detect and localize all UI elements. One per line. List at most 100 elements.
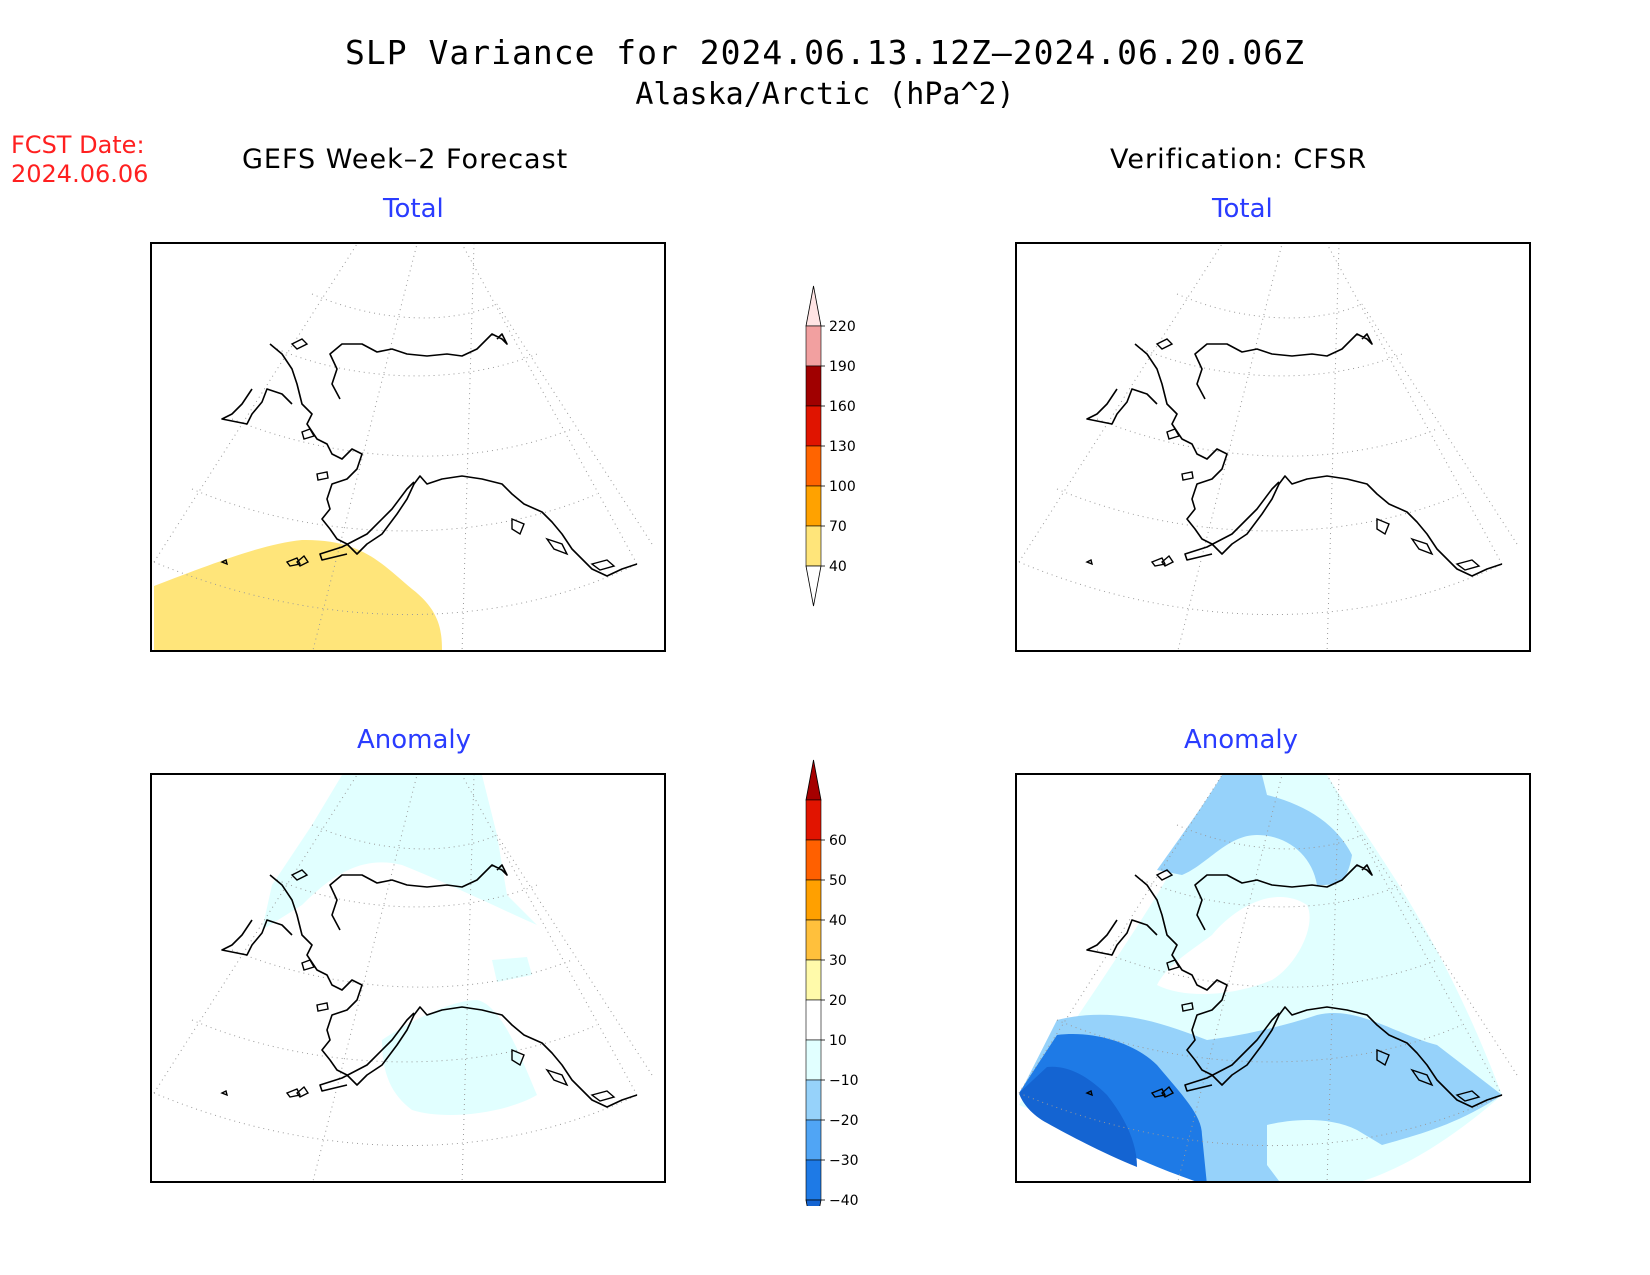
grid-line xyxy=(1176,824,1363,850)
island-outline xyxy=(1181,1002,1194,1012)
grid-line xyxy=(276,348,538,377)
grid-line xyxy=(312,244,418,650)
grid-line xyxy=(153,1092,638,1147)
island-outline xyxy=(1150,557,1167,567)
island-outline xyxy=(1161,554,1175,567)
grid-line xyxy=(1176,293,1363,319)
island-outline xyxy=(1376,1048,1390,1067)
island-outline xyxy=(1410,1068,1434,1087)
alaska-coastline xyxy=(1086,864,1503,1108)
forecast-total-map xyxy=(150,242,666,652)
island-outline xyxy=(285,557,302,567)
island-outline xyxy=(590,1090,616,1102)
colorbar-label: 40 xyxy=(829,913,847,929)
latlon-grid xyxy=(1018,244,1518,650)
colorbar-high-end xyxy=(805,759,822,801)
island-outline xyxy=(220,1089,229,1097)
colorbar-segment xyxy=(805,525,822,567)
latlon-grid xyxy=(1018,775,1518,1181)
verification-anomaly-map xyxy=(1015,773,1531,1183)
colorbar-segment xyxy=(805,485,822,527)
grid-line xyxy=(231,418,573,457)
grid-line xyxy=(1141,348,1403,377)
colorbar-segment xyxy=(805,879,822,921)
forecast-column-title: GEFS Week–2 Forecast xyxy=(242,144,569,175)
island-outline xyxy=(1181,471,1194,481)
colorbar-label: 10 xyxy=(829,1033,847,1049)
colorbar-segment xyxy=(805,919,822,961)
colorbar-low-end xyxy=(805,1199,822,1206)
coastline xyxy=(1085,864,1503,1108)
forecast-total-title: Total xyxy=(383,194,444,224)
island-outline xyxy=(590,559,616,571)
island-outline xyxy=(301,428,316,440)
island-outline xyxy=(1155,338,1174,350)
island-outline xyxy=(511,517,525,536)
alaska-coastline xyxy=(221,864,638,1108)
forecast-anomaly-map xyxy=(150,773,666,1183)
anomaly-contour-minus10-north xyxy=(262,775,547,935)
island-outline xyxy=(1155,869,1174,881)
grid-line xyxy=(1018,1092,1503,1147)
grid-line xyxy=(1326,775,1340,1181)
total-colorbar: 40 70 100 130 160 190 220 xyxy=(805,285,856,607)
island-outline xyxy=(316,1002,329,1012)
coastline xyxy=(220,864,638,1108)
grid-line xyxy=(496,834,653,1076)
coastline xyxy=(1085,333,1503,577)
colorbar-segment xyxy=(805,445,822,487)
colorbar-segment xyxy=(805,405,822,447)
island-outline xyxy=(1455,1090,1481,1102)
island-outline xyxy=(290,869,309,881)
island-outline xyxy=(301,959,316,971)
grid-line xyxy=(1326,244,1503,565)
colorbar-segment xyxy=(805,1079,822,1121)
colorbar-label: −10 xyxy=(829,1073,859,1089)
island-outline xyxy=(316,471,329,481)
grid-line xyxy=(461,775,638,1096)
grid-line xyxy=(1177,775,1283,1181)
colorbar-segment xyxy=(805,325,822,367)
grid-line xyxy=(1326,775,1503,1096)
colorbar-label: 190 xyxy=(829,359,856,375)
figure-title: SLP Variance for 2024.06.13.12Z–2024.06.… xyxy=(345,33,1305,72)
anomaly-contour-minus40 xyxy=(1019,1066,1137,1167)
colorbar-label: 50 xyxy=(829,873,847,889)
grid-line xyxy=(311,293,498,319)
colorbar-label: −20 xyxy=(829,1113,859,1129)
colorbar-label: 130 xyxy=(829,439,856,455)
island-outline xyxy=(1150,1088,1167,1098)
colorbar-label: 60 xyxy=(829,833,847,849)
grid-line xyxy=(1096,418,1438,457)
latlon-grid xyxy=(153,244,653,650)
colorbar-segment xyxy=(805,999,822,1041)
colorbar-segment xyxy=(805,839,822,881)
island-outline xyxy=(1410,537,1434,556)
island-outline xyxy=(290,338,309,350)
colorbar-high-end xyxy=(805,285,822,327)
colorbar-label: −40 xyxy=(829,1193,859,1206)
grid-line xyxy=(311,824,498,850)
island-outline xyxy=(1166,959,1181,971)
colorbar-segment xyxy=(805,365,822,407)
colorbar-segment xyxy=(805,959,822,1001)
verification-total-map xyxy=(1015,242,1531,652)
grid-line xyxy=(1326,244,1340,650)
grid-line xyxy=(276,879,538,908)
colorbar-label: −30 xyxy=(829,1153,859,1169)
grid-line xyxy=(1018,561,1503,616)
colorbar-label: 30 xyxy=(829,953,847,969)
colorbar-label: 70 xyxy=(829,519,847,535)
fcst-date-label: FCST Date: xyxy=(11,131,145,159)
colorbar-label: 220 xyxy=(829,319,856,335)
grid-line xyxy=(1177,244,1283,650)
colorbar-segment xyxy=(805,799,822,841)
figure-subtitle: Alaska/Arctic (hPa^2) xyxy=(635,77,1015,112)
colorbar-segment xyxy=(805,1039,822,1081)
grid-line xyxy=(153,561,638,616)
anomaly-colorbar: −40 −30 −20 −10 10 20 30 40 50 60 xyxy=(805,759,859,1206)
colorbar-label: 160 xyxy=(829,399,856,415)
colorbar-label: 40 xyxy=(829,559,847,575)
verification-anomaly-title: Anomaly xyxy=(1184,725,1299,755)
island-outline xyxy=(1376,517,1390,536)
